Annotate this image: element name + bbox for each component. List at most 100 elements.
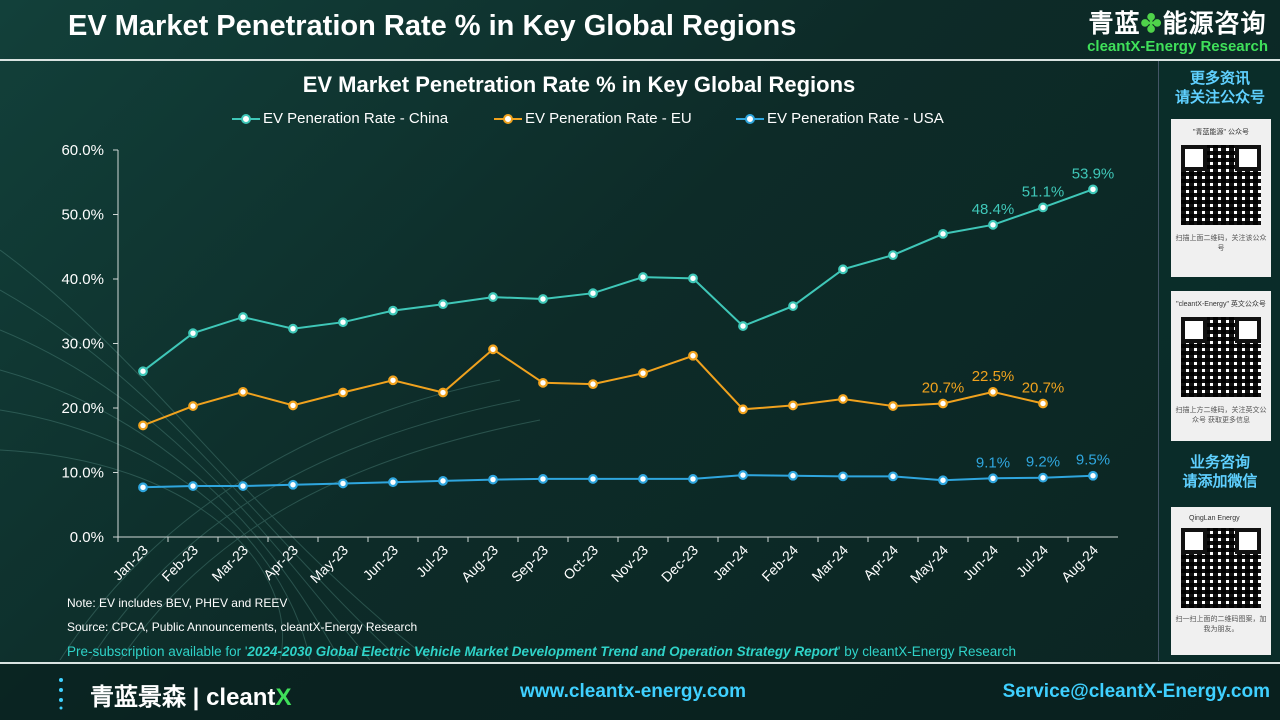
qr-card-cn-foot: 扫描上面二维码，关注该公众号 xyxy=(1175,235,1267,252)
data-point xyxy=(288,479,298,490)
data-point xyxy=(688,273,698,284)
data-point xyxy=(638,272,648,282)
sidebar-heading-follow: 更多资讯 请关注公众号 xyxy=(1159,69,1280,107)
legend-item-eu: EV Peneration Rate - EU xyxy=(494,110,692,130)
data-point xyxy=(138,420,148,431)
legend-item-usa: EV Peneration Rate - USA xyxy=(736,110,944,130)
data-point xyxy=(588,379,598,390)
data-label: 9.5% xyxy=(1076,452,1110,469)
footer-website-link[interactable]: www.cleantx-energy.com xyxy=(520,681,746,702)
divider-top xyxy=(0,59,1280,61)
x-tick-label: Jan-23 xyxy=(110,542,152,584)
data-point xyxy=(988,386,998,397)
x-tick-label: Nov-23 xyxy=(608,542,651,585)
data-point xyxy=(438,387,448,398)
brand-logo: 青蓝✤能源咨询 cleantX-Energy Research xyxy=(1087,4,1268,55)
divider-bottom xyxy=(0,662,1280,664)
x-tick-label: May-24 xyxy=(907,542,951,586)
data-point xyxy=(388,477,398,488)
data-point xyxy=(788,301,798,311)
x-tick-label: Jan-24 xyxy=(710,542,752,584)
y-tick-label: 60.0% xyxy=(61,142,104,159)
sidebar-heading-3: 业务咨询 xyxy=(1189,454,1250,471)
qr-card-en-caption: "cleantX-Energy" 英文公众号 xyxy=(1176,301,1266,308)
legend-swatch-usa xyxy=(736,113,764,125)
x-tick-label: Dec-23 xyxy=(658,542,701,585)
data-point xyxy=(438,299,448,310)
data-point xyxy=(238,386,248,397)
line-chart: 0.0% 10.0% 20.0% 30.0% 40.0% 50.0% 60.0% Jan-23… xyxy=(61,142,1118,586)
x-tick-label: Apr-23 xyxy=(260,542,301,583)
x-tick-label: Oct-23 xyxy=(560,542,601,583)
sidebar-heading-contact: 业务咨询 请添加微信 xyxy=(1159,453,1280,491)
data-point xyxy=(838,394,848,404)
brand-cn-right: 能源咨询 xyxy=(1162,10,1267,38)
series-line-2 xyxy=(142,474,1094,489)
data-point xyxy=(1038,472,1048,483)
data-point xyxy=(1038,202,1048,213)
chart-source: Source: CPCA, Public Announcements, clea… xyxy=(67,620,418,634)
data-point xyxy=(888,250,898,261)
chart-title: EV Market Penetration Rate % in Key Glob… xyxy=(302,72,856,97)
data-label: 20.7% xyxy=(1022,379,1065,396)
sidebar: 更多资讯 请关注公众号 "青蓝能源" 公众号 扫描上面二维码，关注该公众号 "c… xyxy=(1158,61,1280,661)
x-tick-label: Mar-23 xyxy=(208,542,251,585)
presubscription-line: Pre-subscription available for '2024-203… xyxy=(67,644,1016,659)
brand-en: cleantX-Energy Research xyxy=(1087,38,1268,55)
x-tick-label: Feb-23 xyxy=(158,542,201,585)
x-tick-label: Mar-24 xyxy=(808,542,851,585)
data-point xyxy=(738,404,748,415)
clover-icon: ✤ xyxy=(1140,10,1163,38)
footer-email-link[interactable]: Service@cleantX-Energy.com xyxy=(1002,681,1270,702)
data-point xyxy=(338,387,348,398)
data-point xyxy=(638,474,648,484)
data-point xyxy=(1038,398,1048,409)
qr-card-en[interactable]: "cleantX-Energy" 英文公众号 扫描上方二维码，关注英文公众号 获… xyxy=(1171,291,1271,441)
header: EV Market Penetration Rate % in Key Glob… xyxy=(0,0,1280,58)
x-tick-label: Aug-24 xyxy=(1058,542,1101,585)
data-point xyxy=(988,473,998,484)
data-point xyxy=(488,474,498,485)
footer-logo-cn: 青蓝景森 xyxy=(90,684,186,711)
data-point xyxy=(488,292,498,302)
data-point xyxy=(288,323,298,334)
data-point xyxy=(738,470,748,480)
data-point xyxy=(688,474,698,484)
data-point xyxy=(388,305,398,316)
data-label: 9.1% xyxy=(976,454,1010,471)
data-point xyxy=(788,400,798,411)
data-point xyxy=(338,317,348,328)
x-tick-label: May-23 xyxy=(307,542,351,586)
data-label: 53.9% xyxy=(1072,165,1115,182)
data-point xyxy=(988,219,998,230)
data-point xyxy=(638,368,648,379)
x-tick-label: Jul-23 xyxy=(413,542,451,580)
qr-card-en-foot: 扫描上方二维码，关注英文公众号 获取更多信息 xyxy=(1175,407,1267,424)
data-point xyxy=(238,312,248,322)
qr-code-icon xyxy=(1181,317,1261,397)
y-tick-label: 0.0% xyxy=(70,529,104,546)
brand-cn-left: 青蓝 xyxy=(1088,10,1141,38)
legend-label-eu: EV Peneration Rate - EU xyxy=(525,110,692,127)
sidebar-heading-2: 请关注公众号 xyxy=(1174,89,1265,106)
data-point xyxy=(538,294,548,304)
data-point xyxy=(188,328,198,339)
data-point xyxy=(188,481,198,491)
data-point xyxy=(538,377,548,388)
qr-code-icon xyxy=(1181,145,1261,225)
y-tick-label: 10.0% xyxy=(61,465,104,482)
qr-code-icon xyxy=(1181,528,1261,608)
footer: 青蓝景森 | cleantX www.cleantx-energy.com Se… xyxy=(0,664,1280,720)
x-tick-label: Jun-23 xyxy=(360,542,402,584)
data-point xyxy=(288,400,298,411)
qr-card-wechat-caption: QingLan Energy xyxy=(1189,515,1240,522)
qr-card-wechat[interactable]: QingLan Energy 扫一扫上面的二维码图案，加我为朋友。 xyxy=(1171,507,1271,655)
y-tick-label: 50.0% xyxy=(61,207,104,224)
qr-card-cn[interactable]: "青蓝能源" 公众号 扫描上面二维码，关注该公众号 xyxy=(1171,119,1271,277)
pre-text-a: Pre-subscription available for ' xyxy=(67,644,248,659)
data-point xyxy=(938,475,948,486)
x-tick-label: Feb-24 xyxy=(758,542,801,585)
x-tick-label: Jun-24 xyxy=(960,542,1002,584)
data-point xyxy=(388,375,398,386)
data-point xyxy=(938,398,948,409)
